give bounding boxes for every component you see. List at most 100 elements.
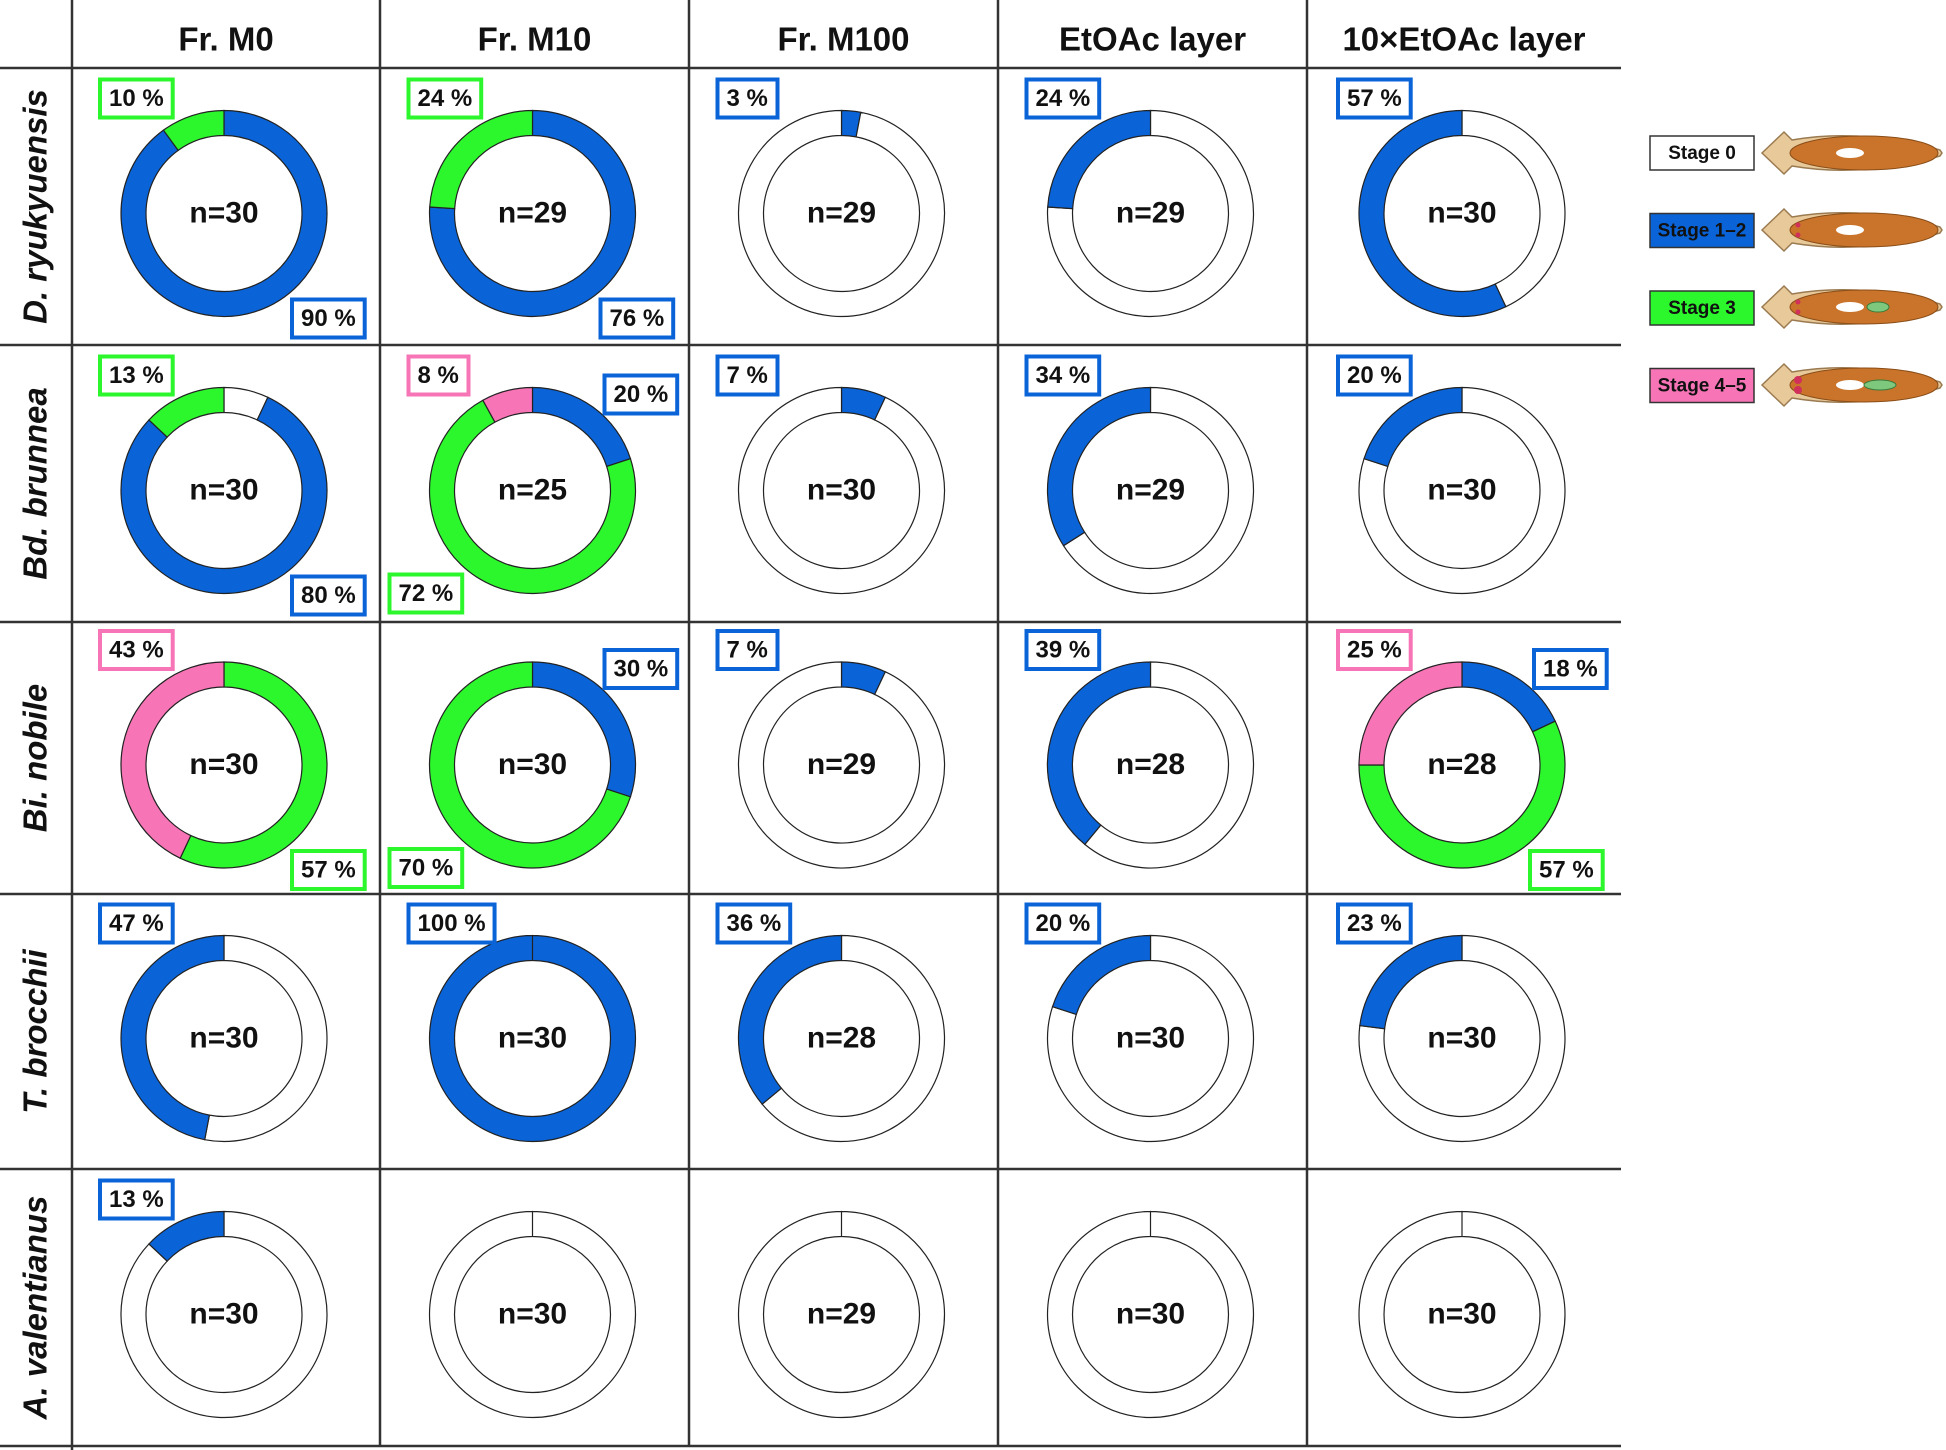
donut-segment (761, 934, 946, 1143)
column-header: Fr. M0 (178, 21, 273, 58)
center-label: n=29 (807, 748, 876, 781)
value-label-box (387, 572, 465, 615)
center-label: n=30 (498, 1297, 567, 1330)
value-label: 20 % (1036, 910, 1091, 937)
center-label: n=30 (189, 1021, 258, 1054)
value-label-box (1024, 629, 1102, 671)
value-label: 20 % (1347, 362, 1402, 389)
value-label-box (715, 77, 780, 120)
donut-segment (428, 661, 632, 869)
value-label: 24 % (418, 85, 473, 112)
donut-segment (1062, 386, 1255, 595)
value-label: 20 % (614, 381, 669, 408)
value-label-box (1528, 849, 1605, 891)
value-label: 13 % (109, 362, 164, 389)
stage-icon (1761, 285, 1943, 329)
value-label-box (1024, 77, 1102, 120)
value-label: 8 % (418, 362, 459, 389)
legend-swatch (1649, 367, 1755, 404)
value-label: 57 % (1347, 85, 1402, 112)
value-label: 25 % (1347, 636, 1402, 663)
center-label: n=25 (498, 473, 567, 506)
center-label: n=30 (1116, 1021, 1185, 1054)
value-label-box (602, 373, 680, 416)
value-label: 90 % (301, 305, 356, 332)
center-label: n=29 (1116, 196, 1185, 229)
value-label-box (98, 77, 175, 120)
value-label-box (290, 297, 367, 340)
value-label-box (1024, 902, 1102, 945)
center-label: n=30 (807, 473, 876, 506)
donut-segment (1046, 661, 1152, 846)
donut-segment (120, 396, 328, 595)
value-label-box (1024, 354, 1102, 397)
donut-segment (120, 661, 225, 859)
value-label: 72 % (399, 580, 454, 607)
center-label: n=30 (1116, 1297, 1185, 1330)
donut-segment (1046, 1210, 1255, 1419)
legend-swatch (1649, 135, 1755, 171)
donut-segment (1363, 386, 1463, 468)
donut-segment (1358, 109, 1507, 318)
center-label: n=29 (498, 196, 567, 229)
center-label: n=28 (807, 1021, 876, 1054)
donut-segment (428, 934, 637, 1143)
center-label: n=30 (498, 748, 567, 781)
donut-segment (1358, 661, 1463, 766)
donut-segment (120, 934, 225, 1141)
value-label: 3 % (727, 85, 768, 112)
value-label-box (406, 902, 497, 945)
value-label: 43 % (109, 636, 164, 663)
column-header: EtOAc layer (1059, 21, 1246, 58)
value-label: 39 % (1036, 636, 1091, 663)
legend-swatch (1649, 212, 1755, 249)
row-header: D. ryukyuensis (17, 89, 54, 324)
donut-segment (162, 109, 225, 152)
value-label: 23 % (1347, 910, 1402, 937)
stage-icon (1761, 363, 1943, 407)
value-label-box (1336, 902, 1413, 945)
value-label: 36 % (727, 910, 782, 937)
donut-segment (737, 386, 946, 595)
donut-segment (120, 109, 328, 318)
center-label: n=30 (1427, 196, 1496, 229)
donut-segment (1358, 720, 1566, 869)
value-label-box (598, 297, 676, 340)
donut-segment (737, 109, 946, 318)
center-label: n=28 (1116, 748, 1185, 781)
center-label: n=30 (189, 473, 258, 506)
donut-segment (482, 386, 534, 423)
value-label: 24 % (1036, 85, 1091, 112)
value-label: 47 % (109, 910, 164, 937)
row-header: T. brocchii (17, 948, 54, 1113)
donut-segment (179, 661, 328, 869)
stage-icon (1761, 131, 1943, 175)
donut-segment (203, 934, 328, 1143)
row-header: Bd. brunnea (17, 387, 54, 580)
value-label-box (98, 629, 175, 671)
center-label: n=30 (498, 1021, 567, 1054)
center-label: n=30 (189, 1297, 258, 1330)
donut-segment (1084, 661, 1255, 869)
value-label-box (406, 354, 471, 397)
donut-segment (428, 1210, 637, 1419)
center-label: n=29 (807, 1297, 876, 1330)
donut-segment (1046, 386, 1152, 547)
value-label: 57 % (1539, 856, 1594, 883)
value-label-box (98, 902, 175, 945)
donut-segment (1358, 1210, 1566, 1419)
center-label: n=30 (1427, 1297, 1496, 1330)
legend-label: Stage 0 (1668, 143, 1736, 164)
donut-segment (1046, 934, 1255, 1143)
center-label: n=30 (1427, 1021, 1496, 1054)
value-label: 76 % (610, 305, 665, 332)
value-label-box (387, 847, 465, 889)
column-header: 10×EtOAc layer (1342, 21, 1585, 58)
value-label-box (290, 849, 367, 891)
value-label-box (715, 629, 780, 671)
donut-segment (428, 399, 637, 595)
value-label: 57 % (301, 856, 356, 883)
value-label-box (602, 648, 680, 690)
value-label-box (290, 574, 367, 617)
